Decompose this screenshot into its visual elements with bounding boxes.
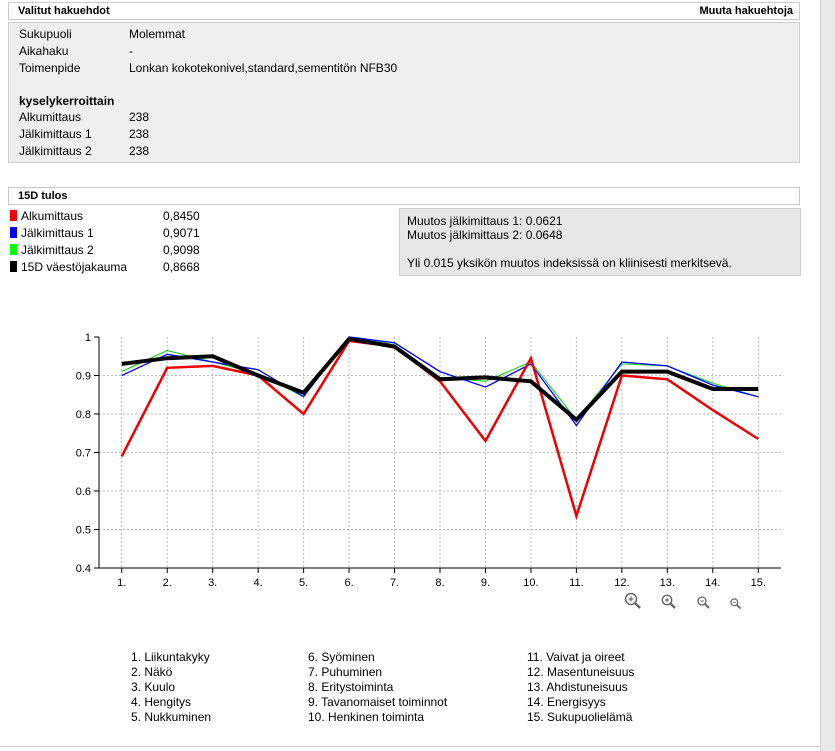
x-tick-label: 14.: [705, 577, 720, 589]
y-tick-label: 0.6: [76, 486, 91, 498]
criteria-panel: Sukupuoli Molemmat Aikahaku - Toimenpide Lo…: [8, 22, 800, 163]
legend-item-followup1: Jälkimittaus 1 0,9071: [10, 225, 200, 241]
results-line-chart: 0.40.50.60.70.80.911. 2. 3. 4. 5. 6. 7. 8. 9. 10.…: [76, 332, 781, 589]
legend-swatch: [10, 227, 17, 238]
criteria-row-time: Aikahaku -: [19, 44, 133, 58]
change-summary-box: Muutos jälkimittaus 1: 0.0621 Muutos jäl…: [399, 208, 801, 276]
vertical-scrollbar[interactable]: [820, 0, 835, 751]
legend-item-population: 15D väestöjakauma 0,8668: [10, 259, 200, 275]
dimension-list-1: 1. Liikuntakyky 2. Näkö 3. Kuulo 4. Heng…: [131, 650, 211, 725]
dimension-item: 8. Eritystoiminta: [308, 680, 394, 694]
zoom-in-icon[interactable]: [661, 594, 677, 613]
dimension-item: 15. Sukupuolielämä: [527, 710, 633, 724]
zoom-in-icon[interactable]: [624, 592, 642, 613]
legend-swatch: [10, 244, 17, 255]
series-line-15d-v-est-jakauma: [121, 336, 759, 423]
dimension-list-3: 11. Vaivat ja oireet 12. Masentuneisuus …: [527, 650, 634, 725]
dimension-item: 1. Liikuntakyky: [131, 650, 210, 664]
change-followup2: Muutos jälkimittaus 2: 0.0648: [407, 228, 563, 242]
dimension-item: 2. Näkö: [131, 665, 173, 679]
legend-item-baseline: Alkumittaus 0,8450: [10, 208, 200, 224]
results-header: 15D tulos: [8, 187, 800, 205]
x-tick-label: 15.: [751, 577, 766, 589]
dimension-item: 13. Ahdistuneisuus: [527, 680, 628, 694]
y-tick-label: 0.9: [76, 371, 91, 383]
change-followup1: Muutos jälkimittaus 1: 0.0621: [407, 214, 563, 228]
x-tick-label: 5.: [299, 577, 308, 589]
x-tick-label: 8.: [435, 577, 444, 589]
y-tick-label: 0.5: [76, 525, 91, 537]
count-row-baseline: Alkumittaus 238: [19, 110, 150, 124]
zoom-out-icon[interactable]: [697, 596, 711, 613]
y-tick-label: 0.4: [76, 563, 91, 575]
dimension-item: 5. Nukkuminen: [131, 710, 212, 724]
legend-swatch: [10, 210, 17, 221]
dimension-item: 10. Henkinen toiminta: [308, 710, 425, 724]
x-tick-label: 3.: [208, 577, 217, 589]
dimension-item: 11. Vaivat ja oireet: [527, 650, 625, 664]
significance-note: Yli 0.015 yksikön muutos indeksissä on k…: [407, 256, 732, 270]
x-tick-label: 11.: [569, 577, 583, 589]
x-tick-label: 1.: [117, 577, 126, 589]
dimension-item: 4. Hengitys: [131, 695, 192, 709]
x-tick-label: 9.: [481, 577, 490, 589]
dimension-item: 3. Kuulo: [131, 680, 176, 694]
results-title: 15D tulos: [18, 190, 68, 202]
dimension-item: 6. Syöminen: [308, 650, 375, 664]
dimension-item: 14. Energisyys: [527, 695, 606, 709]
x-tick-label: 12.: [614, 577, 629, 589]
x-tick-label: 13.: [660, 577, 675, 589]
x-tick-label: 7.: [390, 577, 399, 589]
bottom-divider: [0, 746, 820, 747]
dimension-item: 7. Puhuminen: [308, 665, 383, 679]
modify-criteria-link[interactable]: Muuta hakuehtoja: [699, 5, 793, 17]
legend-value: 0,9098: [163, 243, 200, 257]
legend-value: 0,8450: [163, 209, 200, 223]
count-row-followup1: Jälkimittaus 1 238: [19, 127, 150, 141]
legend-swatch: [10, 261, 17, 272]
legend-value: 0,9071: [163, 226, 200, 240]
criteria-title: Valitut hakuehdot: [18, 5, 110, 17]
criteria-header: Valitut hakuehdot Muuta hakuehtoja: [8, 2, 800, 20]
legend-item-followup2: Jälkimittaus 2 0,9098: [10, 242, 200, 258]
zoom-out-icon[interactable]: [730, 598, 742, 613]
y-tick-label: 1: [85, 332, 91, 344]
x-tick-label: 2.: [163, 577, 172, 589]
counts-title: kyselykerroittain: [19, 94, 115, 108]
x-tick-label: 10.: [523, 577, 538, 589]
legend-value: 0,8668: [163, 260, 200, 274]
count-row-followup2: Jälkimittaus 2 238: [19, 144, 150, 158]
y-tick-label: 0.7: [76, 448, 91, 460]
y-tick-label: 0.8: [76, 409, 91, 421]
x-tick-label: 4.: [254, 577, 263, 589]
dimension-list-2: 6. Syöminen 7. Puhuminen 8. Eritystoimin…: [308, 650, 447, 725]
dimension-item: 9. Tavanomaiset toiminnot: [308, 695, 448, 709]
x-tick-label: 6.: [344, 577, 353, 589]
criteria-row-sex: Sukupuoli Molemmat: [19, 27, 186, 41]
dimension-item: 12. Masentuneisuus: [527, 665, 635, 679]
criteria-row-procedure: Toimenpide Lonkan kokotekonivel,standard,…: [19, 61, 398, 75]
